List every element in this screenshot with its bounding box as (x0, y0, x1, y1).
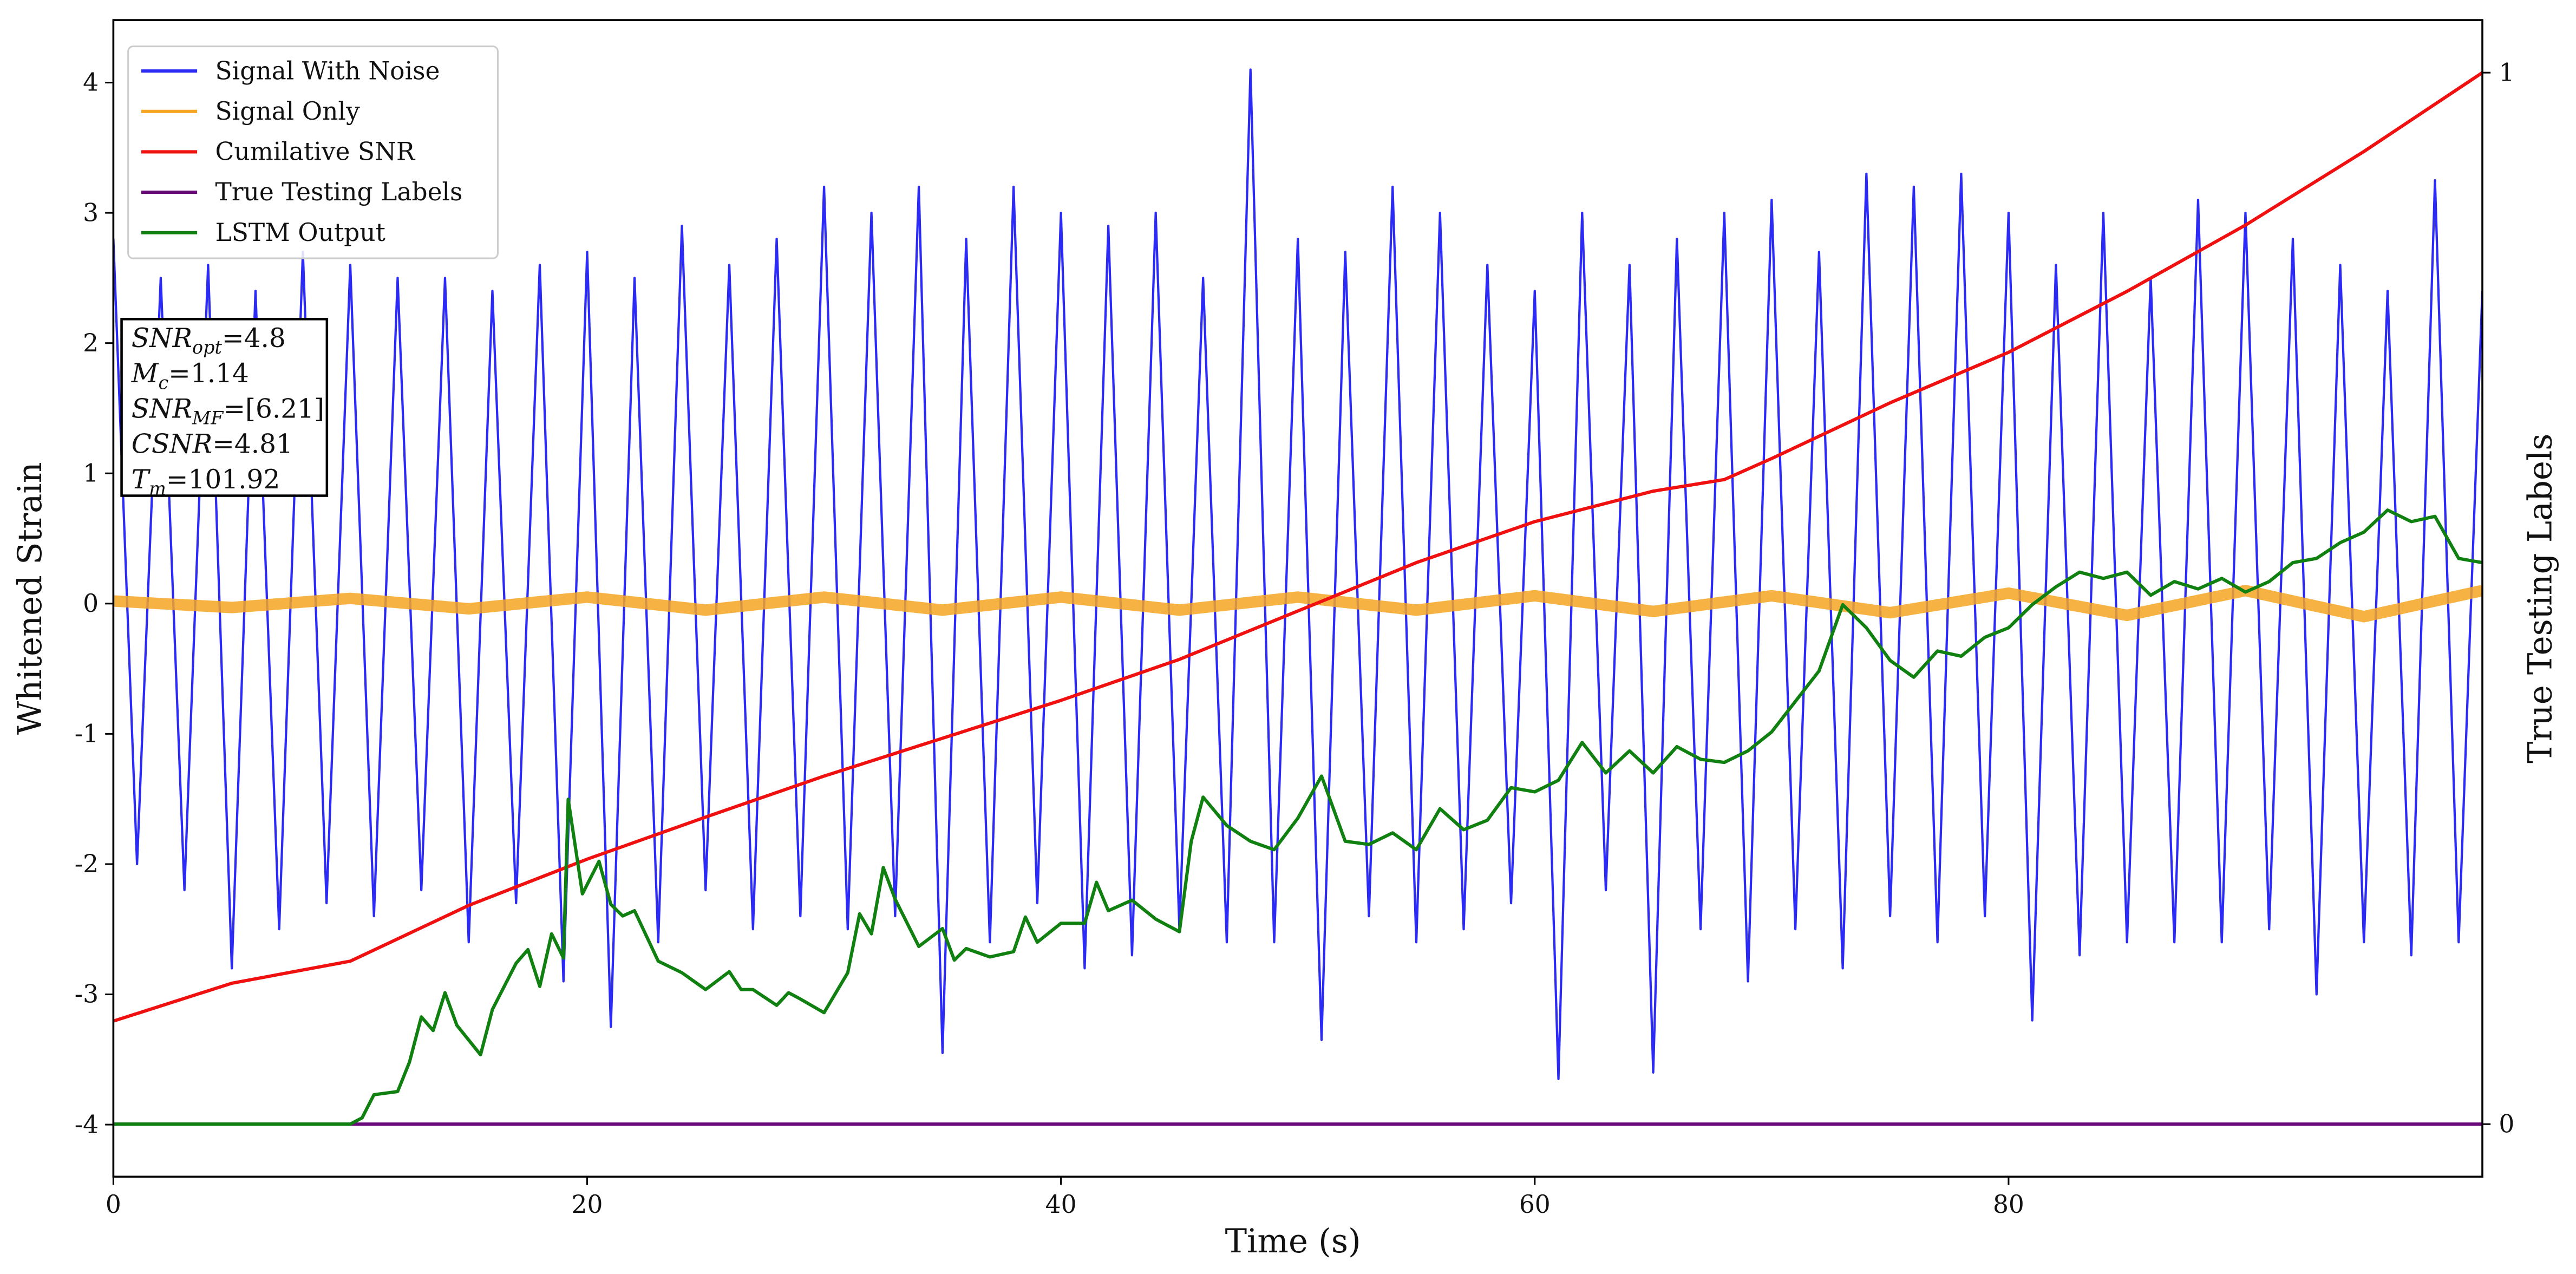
series-line (113, 508, 2483, 1126)
plot-area (113, 68, 2483, 1126)
y-tick-label: -4 (75, 1110, 99, 1139)
legend-label: LSTM Output (215, 218, 385, 247)
y2-axis-label: True Testing Labels (2521, 434, 2559, 763)
annotation-value: =[6.21] (223, 394, 324, 424)
annotation-subscript: MF (192, 408, 224, 429)
annotation-text: CSNR=4.81 (132, 429, 293, 460)
x-tick-label: 0 (106, 1190, 121, 1219)
annotation-box (120, 318, 329, 497)
annotation-value: =101.92 (166, 465, 280, 495)
legend-label: True Testing Labels (215, 178, 463, 206)
x-tick-label: 60 (1519, 1190, 1551, 1219)
legend-label: Signal Only (215, 97, 360, 126)
series-line (113, 71, 2483, 1023)
legend-label: Signal With Noise (215, 56, 440, 85)
annotation-symbol: M (131, 358, 159, 389)
y-tick-label: 1 (83, 459, 99, 487)
y2-tick-label: 1 (2499, 58, 2514, 87)
annotation-symbol: SNR (132, 323, 192, 354)
annotation-text: Mc=1.14 (131, 358, 249, 393)
annotation-subscript: c (158, 372, 168, 393)
y2-tick-label: 0 (2499, 1109, 2514, 1138)
x-axis-label: Time (s) (1225, 1223, 1361, 1260)
y-tick-label: 4 (83, 68, 99, 97)
x-tick-label: 80 (1993, 1190, 2024, 1219)
y-tick-label: -3 (75, 980, 99, 1009)
annotation-subscript: m (149, 478, 166, 499)
x-tick-label: 20 (572, 1190, 603, 1219)
y-tick-label: 2 (83, 329, 99, 357)
y-tick-label: 3 (83, 198, 99, 227)
annotation-text: Tm=101.92 (132, 465, 280, 499)
annotation-value: =4.8 (222, 323, 286, 354)
x-tick-label: 40 (1045, 1190, 1077, 1219)
y-axis-label: Whitened Strain (11, 462, 49, 735)
annotation-text: SNRopt=4.8 (132, 323, 286, 358)
annotation-symbol: CSNR (132, 429, 212, 460)
axes-frame (112, 19, 2483, 1178)
series-line (113, 68, 2483, 1081)
y-tick-label: 0 (83, 589, 99, 618)
y-tick-label: -1 (75, 720, 99, 748)
legend-label: Cumilative SNR (215, 138, 416, 166)
annotation-value: =4.81 (212, 429, 293, 460)
annotation-symbol: SNR (132, 394, 192, 424)
legend-box (127, 45, 499, 259)
annotation-text: SNRMF=[6.21] (132, 394, 324, 428)
y-tick-label: -2 (75, 850, 99, 878)
annotation-value: =1.14 (168, 358, 249, 389)
annotation-symbol: T (132, 465, 151, 495)
series-line (113, 585, 2483, 623)
annotation-subscript: opt (192, 337, 222, 358)
